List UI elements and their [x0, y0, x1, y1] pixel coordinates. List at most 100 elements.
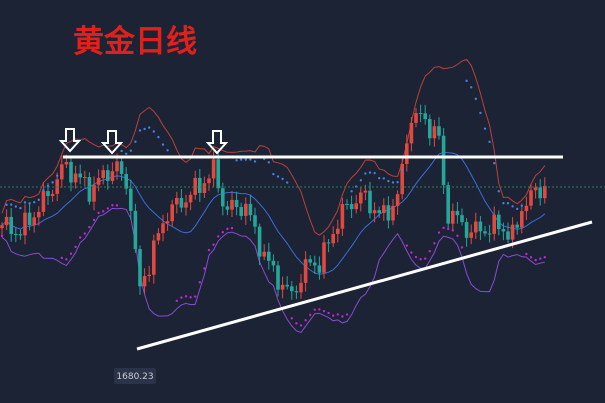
sar-dot — [92, 218, 96, 222]
sar-dot — [410, 251, 413, 254]
sar-dot — [230, 226, 234, 230]
sar-dot — [456, 234, 459, 238]
candle-body — [133, 210, 138, 250]
candle-body — [207, 178, 211, 184]
sar-dot — [543, 256, 546, 259]
sar-dot — [166, 149, 169, 152]
sar-dot — [10, 203, 13, 206]
candle-body — [239, 207, 243, 216]
sar-dot — [460, 246, 464, 249]
candle-body — [460, 215, 464, 223]
lower-band — [1, 207, 545, 333]
sar-dot — [345, 313, 349, 316]
candle-body — [359, 192, 363, 204]
candle-body — [69, 161, 73, 183]
sar-dot — [488, 140, 491, 144]
sar-dot — [332, 314, 335, 317]
sar-dot — [391, 181, 395, 184]
sar-dot — [138, 129, 142, 132]
candle-body — [18, 234, 23, 236]
arrows — [58, 128, 229, 155]
sar-dot — [368, 171, 372, 174]
sar-dot — [0, 234, 4, 238]
candle-body — [538, 187, 542, 199]
candle-body — [478, 221, 483, 232]
candle-body — [331, 233, 335, 244]
candle-body — [73, 173, 78, 183]
sar-dot — [419, 258, 422, 261]
candle-body — [276, 265, 280, 290]
candle-body — [533, 187, 538, 191]
candle-body — [23, 212, 27, 236]
sar-dot — [217, 235, 220, 238]
sar-dot — [447, 227, 450, 231]
sar-dot — [322, 309, 326, 313]
candle-body — [308, 259, 312, 263]
sar-dot — [120, 149, 123, 153]
sar-dot — [318, 308, 321, 311]
sar-dot — [212, 243, 215, 246]
candle-body — [64, 161, 69, 165]
sar-dot — [502, 201, 505, 205]
low-label-box — [114, 368, 156, 384]
candle-body — [377, 210, 381, 214]
candle-body — [124, 173, 128, 189]
candle-body — [129, 188, 133, 211]
candle-body — [368, 190, 372, 214]
candle-body — [372, 210, 377, 214]
sar-dot — [373, 171, 376, 175]
candle-body — [483, 231, 487, 234]
candle-body — [469, 232, 473, 238]
candle-body — [78, 173, 82, 178]
sar-dot — [276, 175, 280, 178]
arrow — [205, 130, 229, 155]
sar-dot — [235, 159, 238, 162]
candle-body — [294, 291, 299, 293]
candle-body — [106, 170, 110, 181]
sar-dot — [401, 169, 404, 172]
sar-dot — [382, 177, 385, 180]
candle-body — [101, 170, 105, 178]
sar-dot — [161, 143, 165, 146]
candle-body — [267, 251, 271, 261]
sar-dot — [267, 161, 270, 164]
sar-dot — [493, 161, 496, 165]
candle-body — [110, 171, 115, 181]
candle-body — [96, 177, 101, 185]
candle-body — [9, 216, 13, 235]
sar-dot — [437, 231, 441, 234]
sar-dot — [69, 252, 73, 255]
candle-body — [142, 276, 147, 287]
sar-dot — [465, 79, 468, 83]
sar-dot — [534, 258, 537, 262]
sar-dot — [470, 86, 473, 89]
candle-body — [432, 126, 437, 139]
candle-body — [492, 214, 496, 234]
candle-body — [244, 203, 248, 216]
candle-body — [115, 161, 119, 172]
sar-dot — [180, 296, 183, 299]
candle-body — [179, 197, 184, 208]
candle-body — [32, 217, 36, 226]
candle-body — [0, 225, 4, 229]
candle-body — [451, 210, 455, 224]
sar-dot — [221, 230, 224, 234]
sar-dot — [483, 127, 487, 130]
candle-body — [257, 226, 262, 257]
sar-dot — [424, 257, 427, 260]
sar-dot — [198, 281, 201, 284]
candle-body — [156, 233, 161, 241]
candle-body — [336, 228, 340, 234]
candle-body — [299, 282, 303, 293]
sar-dot — [244, 158, 247, 161]
candle-body — [414, 113, 418, 123]
candle-body — [524, 205, 529, 212]
candle-body — [253, 215, 257, 227]
sar-dot — [189, 296, 192, 299]
candle-body — [4, 216, 9, 226]
sar-dot — [157, 135, 160, 139]
candle-body — [202, 183, 207, 193]
sar-dot — [143, 127, 146, 131]
candle-body — [285, 284, 289, 287]
